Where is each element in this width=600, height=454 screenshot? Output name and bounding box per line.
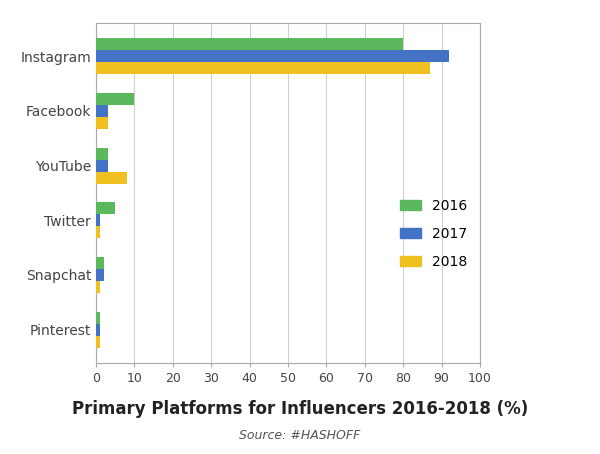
Bar [96,257,104,269]
Bar [96,226,100,238]
Bar [96,202,115,214]
Bar [96,324,100,336]
Text: Source: #HASHOFF: Source: #HASHOFF [239,429,361,442]
Bar [96,281,100,293]
Bar [96,148,107,160]
Bar [96,269,104,281]
Bar [96,160,107,172]
Text: Primary Platforms for Influencers 2016-2018 (%): Primary Platforms for Influencers 2016-2… [72,400,528,418]
Bar [96,93,134,105]
Bar [96,172,127,184]
Bar [96,311,100,324]
Bar [96,214,100,226]
Bar [96,105,107,117]
Bar [96,117,107,129]
Bar [96,336,100,348]
Legend: 2016, 2017, 2018: 2016, 2017, 2018 [395,193,473,274]
Bar [96,38,403,50]
Bar [96,62,430,74]
Bar [96,50,449,62]
